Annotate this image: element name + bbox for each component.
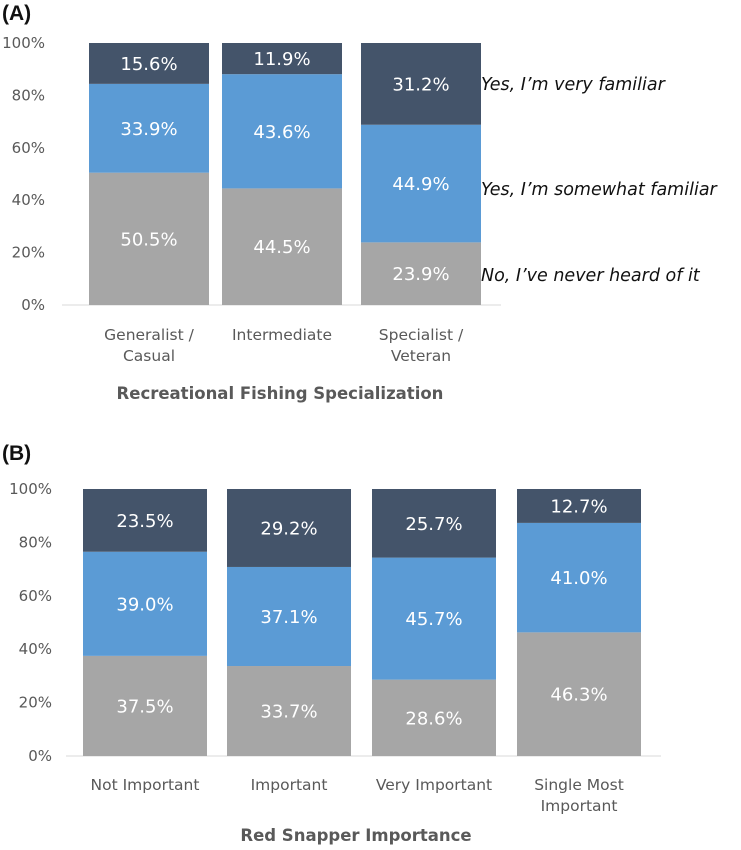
data-label: 43.6% [253,122,310,143]
data-label: 31.2% [392,74,449,95]
data-label: 29.2% [260,518,317,539]
chart-panel-b: (B) 0% 20% 40% 60% 80% 100% 37.5% 39.0% 23.5% Not … [2,442,661,845]
category-label: Important [541,797,618,815]
legend-entry: No, I’ve never heard of it [481,266,701,286]
bar-segment [89,83,209,173]
bar-segment [83,655,207,756]
y-tick-label: 40% [12,191,45,209]
data-label: 28.6% [405,708,462,729]
data-label: 11.9% [253,49,310,70]
bar-segment [83,489,207,552]
bar-segment [361,43,481,125]
category-label: Intermediate [232,326,332,344]
category-label: Generalist / [104,326,194,344]
data-label: 45.7% [405,609,462,630]
bar-segment [227,666,351,756]
y-tick-label: 100% [9,480,52,498]
bar-segment [361,242,481,305]
bar-segment [372,679,496,756]
data-label: 41.0% [550,568,607,589]
data-label: 44.5% [253,237,310,258]
data-label: 15.6% [120,54,177,75]
category-label: Important [251,776,328,794]
y-tick-label: 20% [12,244,45,262]
data-label: 12.7% [550,496,607,517]
y-tick-label: 80% [19,533,52,551]
data-label: 33.9% [120,119,177,140]
y-tick-label: 0% [28,747,52,765]
bar-segment [227,489,351,567]
data-label: 23.9% [392,264,449,285]
category-label: Single Most [534,776,624,794]
data-label: 50.5% [120,229,177,250]
data-label: 23.5% [116,511,173,532]
category-label: Very Important [376,776,492,794]
bar-segment [361,124,481,243]
bar-segment [222,74,342,189]
bar-segment [517,522,641,633]
panel-label: (B) [2,442,31,465]
y-tick-label: 20% [19,694,52,712]
bar-segment [83,551,207,656]
bar-segment [222,188,342,305]
data-label: 39.0% [116,594,173,615]
bar-segment [372,489,496,558]
data-label: 25.7% [405,514,462,535]
y-tick-label: 60% [12,139,45,157]
data-label: 37.1% [260,607,317,628]
y-tick-label: 40% [19,640,52,658]
y-tick-label: 80% [12,86,45,104]
category-label: Veteran [391,347,451,365]
bar-segment [517,632,641,756]
bar-segment [372,557,496,680]
data-label: 46.3% [550,685,607,706]
x-axis-title: Recreational Fishing Specialization [117,384,444,403]
category-label: Casual [123,347,175,365]
data-label: 44.9% [392,174,449,195]
bar-segment [517,489,641,523]
bar-segment [227,566,351,667]
legend-entry: Yes, I’m somewhat familiar [481,180,719,200]
y-tick-label: 100% [2,34,45,52]
y-tick-label: 60% [19,587,52,605]
category-label: Specialist / [379,326,464,344]
bar-segment [89,172,209,305]
bar-segment [89,43,209,84]
legend-entry: Yes, I’m very familiar [481,75,667,95]
category-label: Not Important [91,776,200,794]
y-tick-label: 0% [21,296,45,314]
data-label: 33.7% [260,702,317,723]
panel-label: (A) [2,2,31,25]
data-label: 37.5% [116,696,173,717]
x-axis-title: Red Snapper Importance [240,826,471,845]
bar-segment [222,43,342,75]
chart-panel-a: (A) 0% 20% 40% 60% 80% 100% 50.5% 33.9% 15.6% Gene… [2,2,719,403]
